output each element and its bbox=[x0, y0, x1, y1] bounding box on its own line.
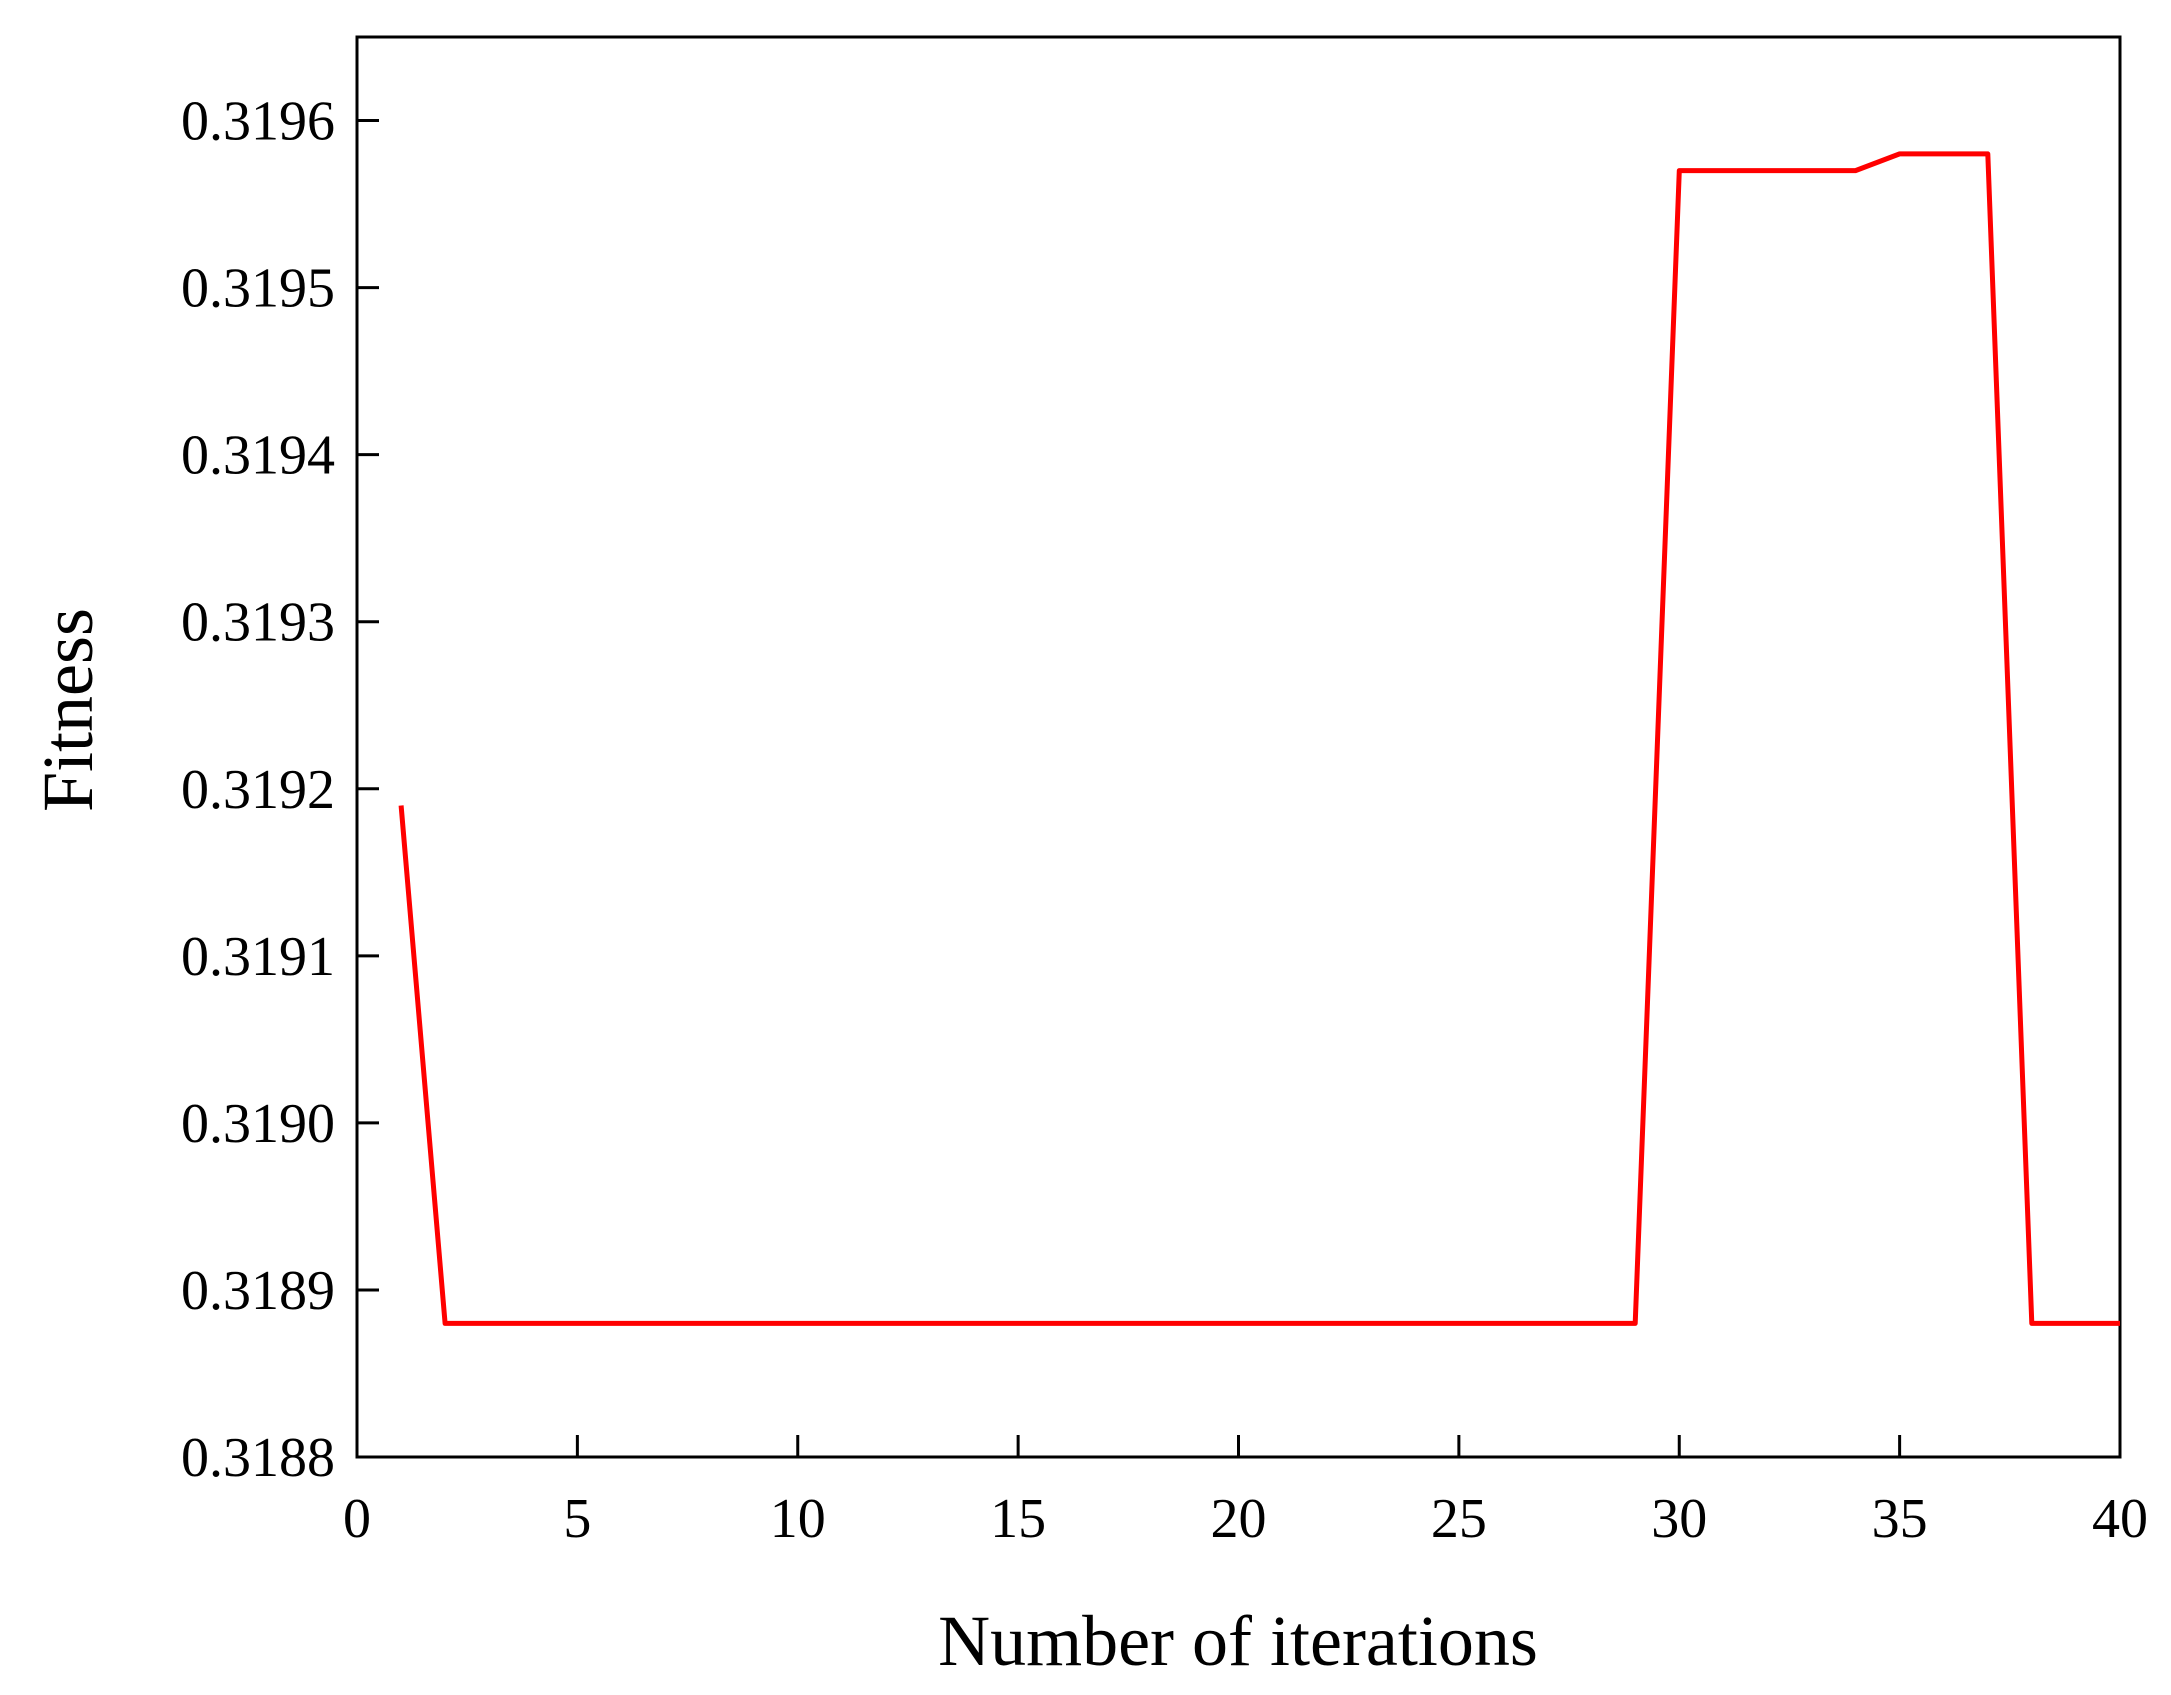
x-tick-label: 15 bbox=[990, 1488, 1046, 1550]
y-tick-label: 0.3194 bbox=[181, 425, 335, 487]
x-tick-label: 0 bbox=[343, 1488, 371, 1550]
y-tick-label: 0.3189 bbox=[181, 1260, 335, 1322]
y-tick-label: 0.3192 bbox=[181, 759, 335, 821]
plot-frame bbox=[355, 35, 2122, 1459]
x-tick-label: 20 bbox=[1211, 1488, 1267, 1550]
x-tick-label: 25 bbox=[1431, 1488, 1487, 1550]
x-tick-label: 10 bbox=[770, 1488, 826, 1550]
x-tick-label: 35 bbox=[1872, 1488, 1928, 1550]
x-tick-label: 30 bbox=[1651, 1488, 1707, 1550]
y-tick-label: 0.3193 bbox=[181, 592, 335, 654]
y-axis-title: Fitness bbox=[28, 608, 108, 812]
x-tick-label: 5 bbox=[563, 1488, 591, 1550]
y-tick-label: 0.3188 bbox=[181, 1427, 335, 1489]
y-tick-label: 0.3191 bbox=[181, 926, 335, 988]
y-tick-label: 0.3195 bbox=[181, 258, 335, 320]
x-tick-label: 40 bbox=[2092, 1488, 2148, 1550]
series-group bbox=[398, 151, 2120, 1326]
fitness-series-line bbox=[398, 151, 2120, 1326]
axis-tick-labels: 0 5 10 15 20 25 30 35 40 0.3188 0.3189 0.3190 0.3191… bbox=[181, 91, 2148, 1550]
axis-ticks bbox=[355, 119, 2122, 1459]
y-tick-label: 0.3196 bbox=[181, 91, 335, 153]
y-tick-label: 0.3190 bbox=[181, 1093, 335, 1155]
x-axis-title: Number of iterations bbox=[938, 1601, 1538, 1681]
